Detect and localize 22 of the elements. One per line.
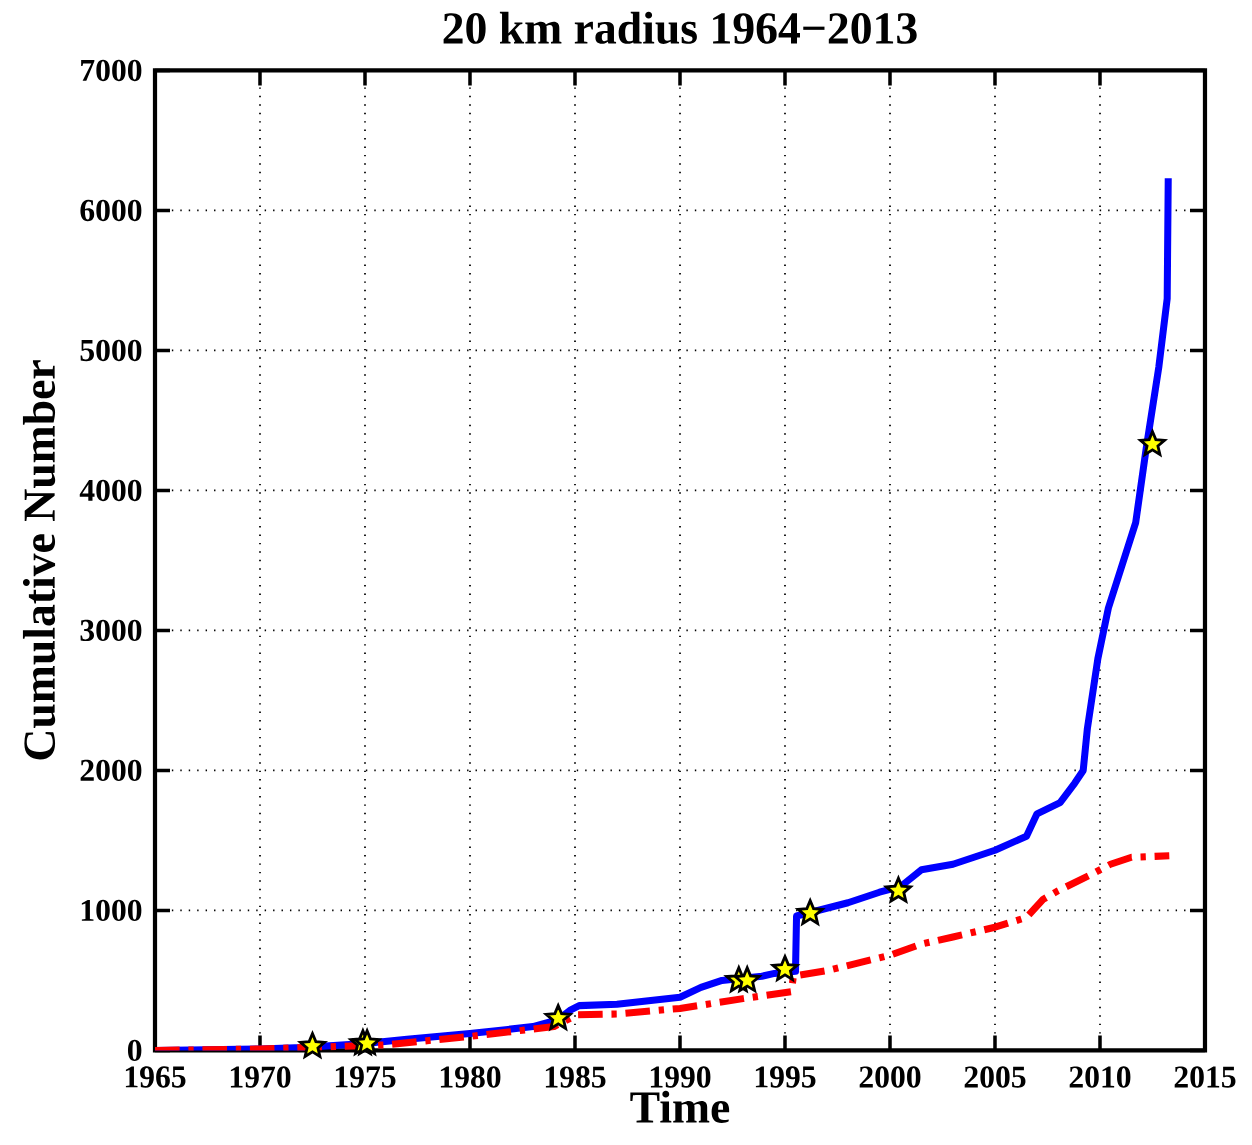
y-tick-label: 5000	[80, 339, 142, 361]
y-tick-label: 4000	[79, 479, 142, 501]
x-tick-label: 1975	[335, 1066, 396, 1088]
x-tick-label: 1985	[545, 1066, 606, 1088]
y-tick-label: 3000	[80, 619, 142, 641]
x-axis-title: Time	[630, 1090, 730, 1123]
x-tick-label: 2010	[1069, 1066, 1131, 1088]
x-tick-label: 1995	[755, 1066, 816, 1088]
x-tick-label: 1965	[125, 1066, 186, 1088]
x-tick-label: 1980	[440, 1066, 501, 1088]
y-tick-label: 7000	[81, 59, 142, 81]
x-tick-label: 2005	[964, 1066, 1026, 1088]
x-tick-label: 1990	[650, 1066, 711, 1088]
y-axis-title: Cumulative Number	[22, 360, 56, 760]
y-tick-label: 2000	[80, 759, 142, 781]
y-tick-label: 0	[127, 1039, 142, 1061]
x-tick-label: 1970	[230, 1066, 291, 1088]
y-tick-label: 1000	[81, 899, 142, 921]
x-tick-label: 2000	[859, 1066, 921, 1088]
chart-title: 20 km radius 1964−2013	[443, 11, 917, 44]
y-tick-label: 6000	[80, 199, 142, 221]
x-tick-label: 2015	[1174, 1066, 1236, 1088]
